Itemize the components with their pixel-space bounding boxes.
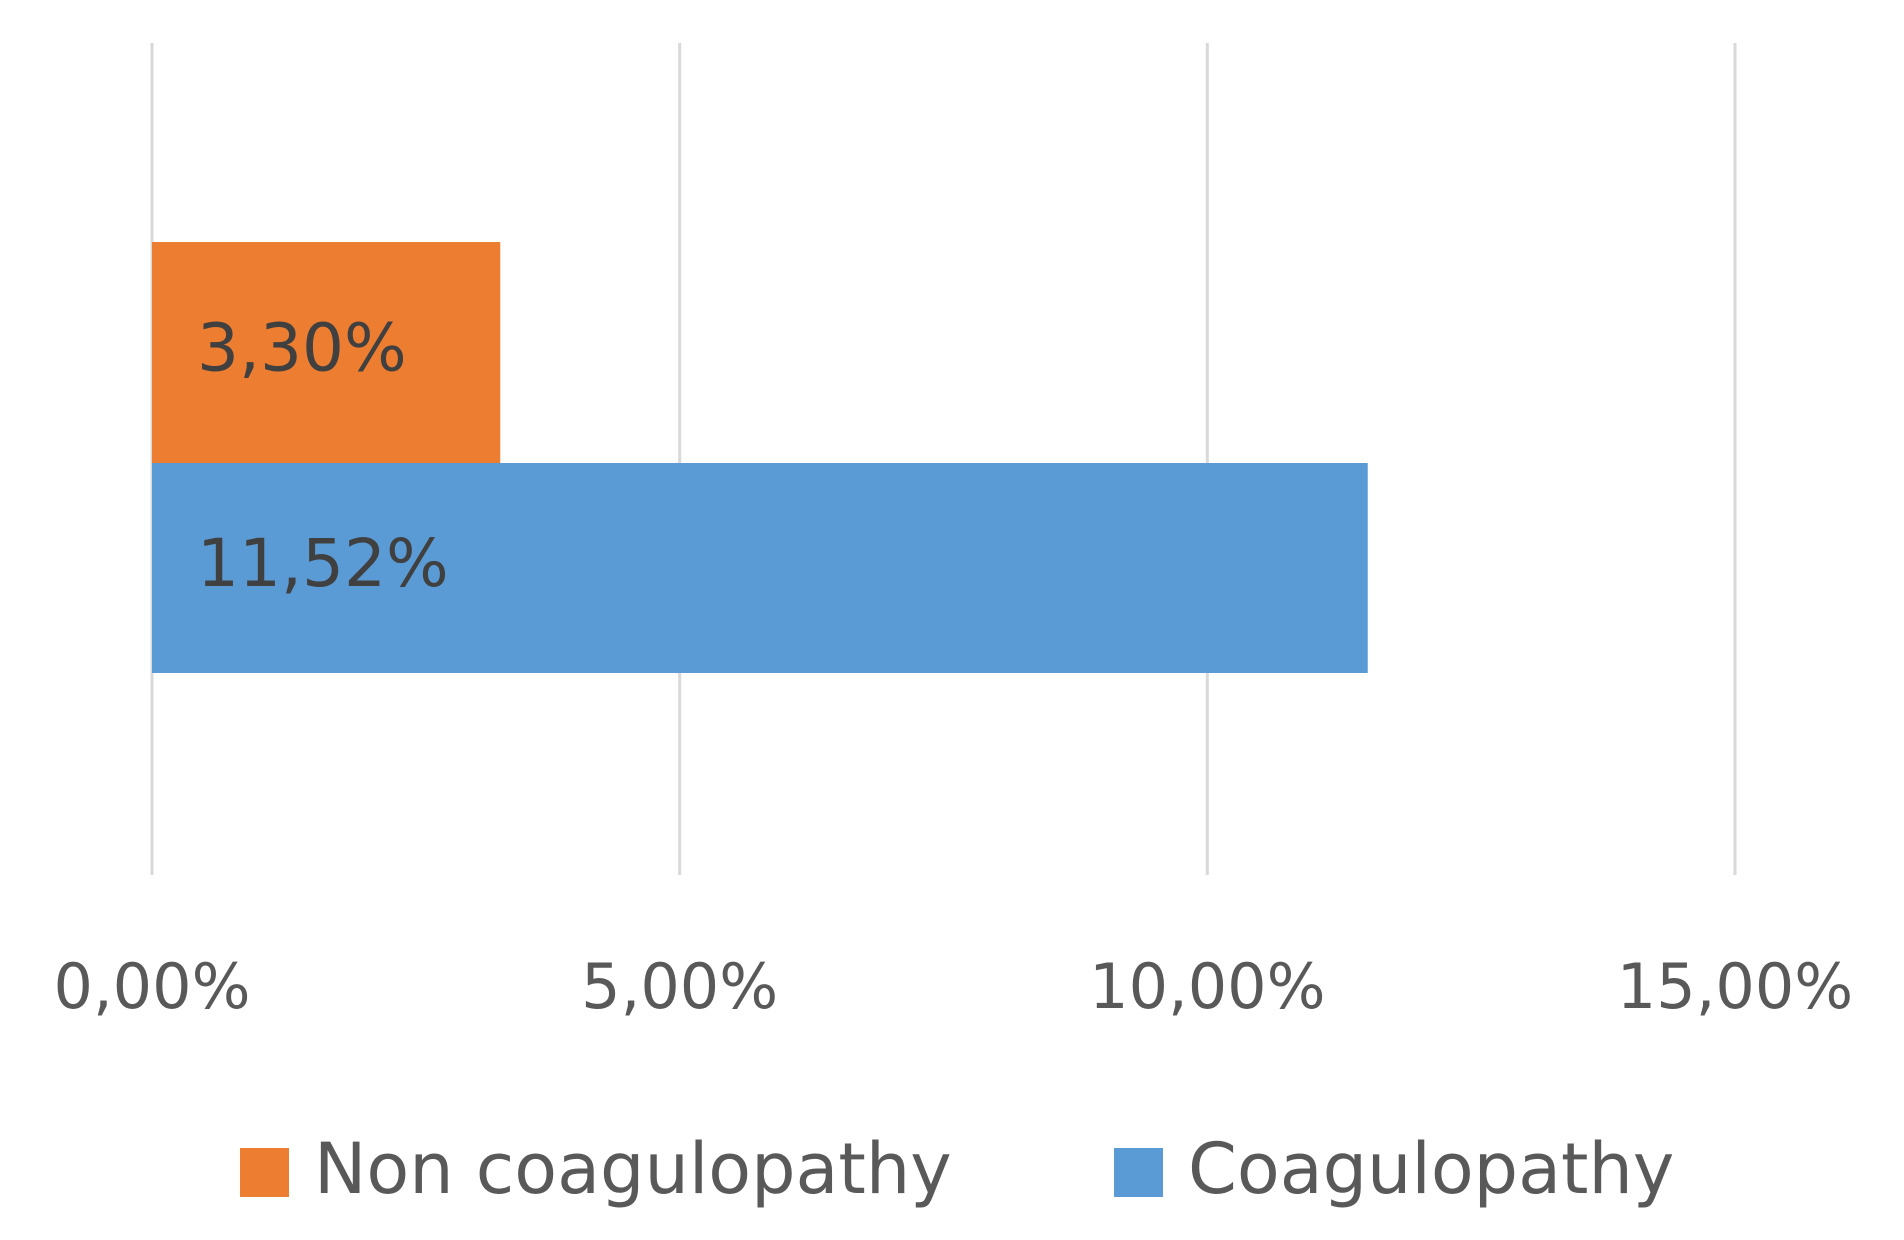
x-tick-label: 15,00% (1617, 950, 1853, 1023)
legend-swatch (1114, 1148, 1163, 1197)
legend-swatch (240, 1148, 289, 1197)
x-tick-label: 10,00% (1089, 950, 1325, 1023)
bar (152, 242, 501, 463)
legend-label: Coagulopathy (1188, 1128, 1674, 1210)
bar (152, 463, 1368, 673)
data-label: 3,30% (197, 310, 407, 387)
data-label: 11,52% (197, 525, 449, 602)
x-tick-label: 5,00% (581, 950, 778, 1023)
x-tick-label: 0,00% (54, 950, 251, 1023)
legend-label: Non coagulopathy (314, 1128, 952, 1210)
